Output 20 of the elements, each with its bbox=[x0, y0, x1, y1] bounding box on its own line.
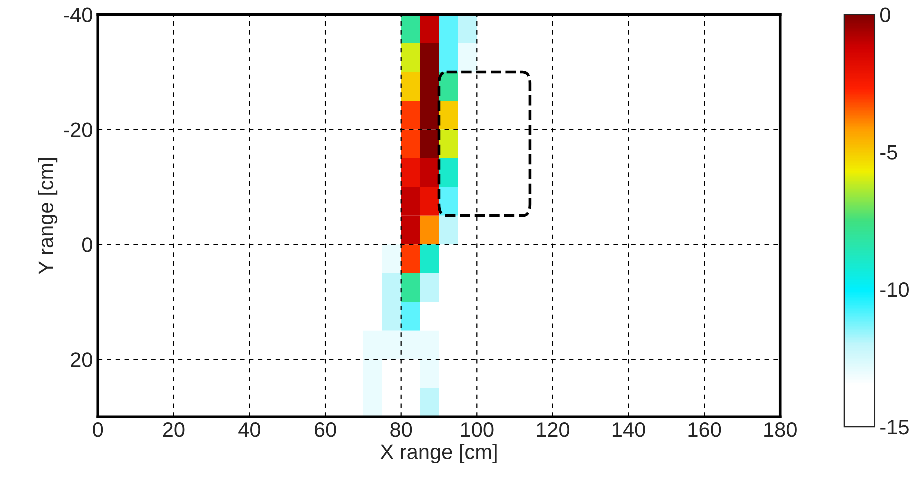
color-bar-label: 0 bbox=[880, 8, 890, 23]
color-bar-label: -5 bbox=[880, 145, 898, 160]
x-tick-label: 140 bbox=[612, 422, 646, 438]
x-tick-label: 60 bbox=[315, 422, 336, 438]
x-tick-label: 80 bbox=[390, 422, 412, 438]
color-bar-label: -10 bbox=[880, 282, 909, 298]
y-tick-label: -40 bbox=[64, 8, 92, 23]
x-tick-label: 40 bbox=[238, 422, 260, 438]
x-tick-label: 120 bbox=[537, 422, 570, 438]
y-tick-label: 20 bbox=[71, 352, 92, 368]
x-tick-label: 100 bbox=[461, 422, 494, 438]
x-tick-label: 180 bbox=[764, 422, 797, 438]
y-axis-title: Y range [cm] bbox=[38, 158, 58, 274]
y-tick-label: 0 bbox=[82, 238, 92, 252]
x-tick-label: 0 bbox=[93, 422, 104, 438]
y-tick-label: -20 bbox=[64, 122, 92, 138]
color-bar-label: -15 bbox=[880, 420, 909, 435]
x-tick-label: 20 bbox=[163, 422, 185, 438]
x-axis-title: X range [cm] bbox=[380, 444, 497, 464]
x-tick-label: 160 bbox=[688, 422, 722, 438]
